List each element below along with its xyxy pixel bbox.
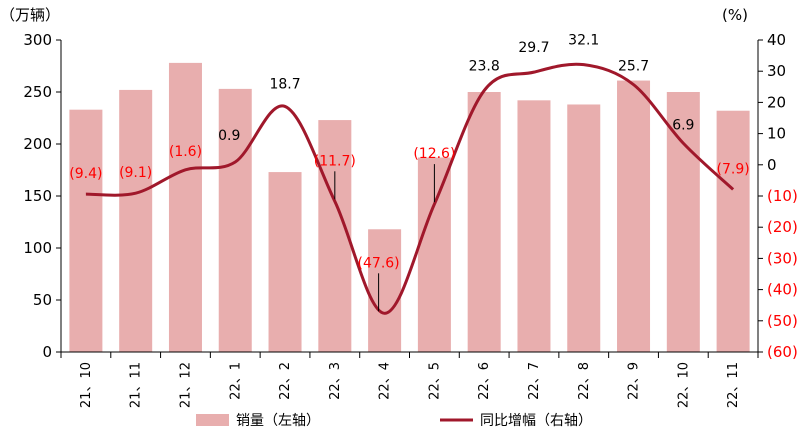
bar <box>368 229 402 352</box>
bar <box>617 80 651 352</box>
right-tick-label: 0 <box>767 156 777 174</box>
right-tick-label: (30) <box>767 249 798 267</box>
right-tick-label: 30 <box>767 62 786 80</box>
x-tick-label: 22、2 <box>278 362 293 400</box>
x-tick-label: 21、12 <box>178 362 193 408</box>
axes: 050100150200250300(60)(50)(40)(30)(20)(1… <box>23 31 797 361</box>
right-tick-label: 20 <box>767 93 786 111</box>
left-tick-label: 250 <box>23 83 52 101</box>
data-label: 0.9 <box>218 128 240 144</box>
x-tick-label: 22、4 <box>378 362 393 400</box>
legend-swatch-bar <box>196 414 229 426</box>
legend: 销量（左轴） 同比增幅（右轴） <box>196 413 592 429</box>
legend-label-bar: 销量（左轴） <box>236 413 320 429</box>
left-tick-label: 150 <box>23 187 52 205</box>
bar-series <box>69 62 750 353</box>
left-tick-label: 200 <box>23 135 52 153</box>
data-label: (11.7) <box>314 153 356 169</box>
right-tick-label: (40) <box>767 281 798 299</box>
left-tick-label: 0 <box>42 343 52 361</box>
bar <box>168 62 202 352</box>
yoy-line <box>85 62 735 315</box>
bar <box>567 104 601 352</box>
data-label: (1.6) <box>169 144 202 160</box>
data-label: 25.7 <box>618 59 649 75</box>
x-tick-label: 21、10 <box>79 362 94 408</box>
right-tick-label: (50) <box>767 312 798 330</box>
x-tick-label: 22、7 <box>527 362 542 400</box>
data-label: 6.9 <box>672 117 694 133</box>
right-tick-label: (20) <box>767 218 798 236</box>
left-tick-label: 50 <box>33 291 52 309</box>
x-tick-label: 22、5 <box>427 362 442 400</box>
left-tick-label: 300 <box>23 31 52 49</box>
x-tick-label: 21、11 <box>129 362 144 408</box>
line-series <box>85 62 735 315</box>
bar <box>268 172 302 352</box>
legend-label-line: 同比增幅（右轴） <box>480 413 592 429</box>
x-tick-label: 22、9 <box>627 362 642 400</box>
x-tick-label: 22、3 <box>328 362 343 400</box>
bar <box>666 92 700 352</box>
bar <box>716 110 750 352</box>
bar <box>69 109 103 353</box>
data-label: (47.6) <box>358 255 400 271</box>
left-tick-label: 100 <box>23 239 52 257</box>
x-tick-label: 22、6 <box>477 362 492 400</box>
right-tick-label: 40 <box>767 31 786 49</box>
bar <box>517 100 551 352</box>
data-label: (9.4) <box>69 166 102 182</box>
bar <box>119 89 153 353</box>
data-labels: (9.4) (9.1) (1.6) 0.9 18.7 (11.7) (47.6) (12.6)… <box>69 33 750 312</box>
data-label: 18.7 <box>269 76 300 92</box>
data-label: (12.6) <box>413 146 455 162</box>
data-label: 29.7 <box>518 40 549 56</box>
right-tick-label: (10) <box>767 187 798 205</box>
data-label: (7.9) <box>717 161 750 177</box>
right-tick-label: 10 <box>767 125 786 143</box>
left-axis-unit: （万辆） <box>0 6 60 24</box>
x-tick-label: 22、10 <box>676 362 691 408</box>
right-axis-unit: (%) <box>722 6 748 24</box>
data-label: (9.1) <box>119 165 152 181</box>
x-tick-label: 22、1 <box>228 362 243 400</box>
x-tick-label: 22、8 <box>577 362 592 400</box>
x-tick-label: 22、11 <box>726 362 741 408</box>
bar <box>218 88 252 352</box>
data-label: 23.8 <box>469 59 500 75</box>
bar <box>467 92 501 352</box>
right-tick-label: (60) <box>767 343 798 361</box>
x-tick-labels: 21、10 21、11 21、12 22、1 22、2 22、3 22、4 22、5 22、6 2… <box>79 362 741 408</box>
bar <box>318 120 352 352</box>
data-label: 32.1 <box>568 33 599 49</box>
